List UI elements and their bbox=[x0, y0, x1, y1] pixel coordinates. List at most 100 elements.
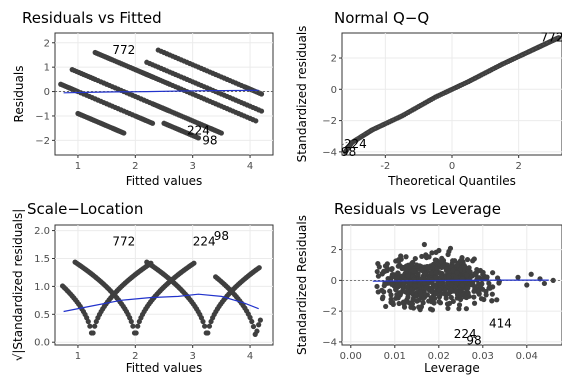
data-point bbox=[445, 305, 451, 311]
point-label: 772 bbox=[112, 43, 135, 57]
x-tick-labels: 1 2 3 4 bbox=[75, 351, 253, 362]
data-point bbox=[443, 295, 449, 301]
data-point bbox=[403, 263, 409, 269]
data-point bbox=[393, 287, 399, 293]
data-point bbox=[135, 323, 141, 329]
data-point bbox=[381, 289, 387, 295]
x-tick-label: 4 bbox=[247, 161, 253, 172]
point-label: 224 bbox=[454, 327, 477, 341]
data-point bbox=[414, 263, 420, 269]
data-point bbox=[470, 258, 476, 264]
data-point bbox=[489, 298, 495, 304]
data-point bbox=[471, 294, 477, 300]
data-point bbox=[465, 285, 471, 291]
data-point bbox=[432, 257, 438, 263]
y-axis-label: Standardized Residuals bbox=[295, 215, 309, 355]
data-point bbox=[376, 264, 382, 270]
data-point bbox=[133, 330, 139, 336]
data-point bbox=[494, 275, 501, 281]
data-point bbox=[433, 275, 439, 281]
data-point bbox=[409, 260, 415, 267]
y-tick-labels: 0.0 0.5 1.0 1.5 2.0 bbox=[34, 226, 50, 349]
data-point bbox=[463, 306, 469, 312]
point-label: 772 bbox=[112, 235, 135, 249]
y-tick-label: −1 bbox=[35, 111, 50, 122]
data-point bbox=[130, 323, 136, 329]
data-points bbox=[342, 35, 562, 155]
data-point bbox=[218, 130, 224, 136]
data-point bbox=[462, 294, 468, 300]
data-point bbox=[407, 280, 413, 286]
data-point bbox=[494, 297, 500, 303]
data-point bbox=[149, 120, 156, 126]
data-point bbox=[413, 293, 419, 299]
data-points bbox=[58, 47, 265, 141]
data-point bbox=[399, 265, 405, 272]
data-point bbox=[257, 317, 263, 323]
data-point bbox=[528, 271, 534, 277]
y-tick-label: 0.0 bbox=[34, 338, 50, 349]
data-point bbox=[375, 273, 382, 279]
x-tick-label: 0.03 bbox=[472, 351, 494, 362]
data-point bbox=[411, 268, 417, 274]
data-point bbox=[454, 262, 460, 268]
panel-title: Residuals vs Fitted bbox=[22, 9, 162, 27]
smooth-and-reference-lines bbox=[342, 279, 562, 282]
data-point bbox=[405, 273, 411, 279]
x-tick-label: 2 bbox=[515, 161, 521, 172]
data-point bbox=[419, 267, 425, 273]
data-point bbox=[256, 265, 262, 271]
data-point bbox=[556, 35, 562, 41]
data-point bbox=[464, 256, 471, 263]
data-point bbox=[396, 300, 402, 307]
data-point bbox=[394, 257, 401, 264]
x-tick-label: 3 bbox=[189, 161, 195, 172]
y-tick-label: 2 bbox=[331, 54, 337, 65]
data-point bbox=[421, 241, 427, 248]
point-label: 772 bbox=[541, 31, 562, 45]
data-point bbox=[416, 304, 422, 310]
data-point bbox=[388, 292, 394, 298]
y-tick-label: 2.0 bbox=[34, 226, 50, 237]
data-point bbox=[421, 280, 428, 286]
data-point bbox=[428, 270, 435, 276]
data-point bbox=[496, 280, 502, 286]
data-point bbox=[524, 282, 530, 288]
data-point bbox=[412, 283, 418, 289]
data-point bbox=[394, 292, 400, 298]
panel-title: Residuals vs Leverage bbox=[334, 200, 501, 218]
data-point bbox=[191, 260, 197, 266]
data-point bbox=[438, 280, 444, 286]
data-point bbox=[466, 265, 472, 271]
data-point bbox=[453, 288, 459, 295]
data-point bbox=[446, 300, 453, 307]
data-point bbox=[419, 253, 425, 260]
x-tick-labels: 1 2 3 4 bbox=[75, 161, 253, 172]
point-label: 98 bbox=[466, 333, 481, 347]
data-point bbox=[398, 290, 404, 296]
y-tick-label: −2 bbox=[322, 116, 337, 127]
x-tick-labels: -2 0 2 bbox=[380, 161, 522, 172]
data-point bbox=[454, 270, 460, 276]
x-tick-label: 2 bbox=[132, 351, 138, 362]
data-point bbox=[438, 264, 445, 271]
data-point bbox=[550, 277, 556, 283]
data-point bbox=[445, 251, 451, 258]
data-point bbox=[399, 273, 405, 279]
data-point bbox=[436, 287, 442, 293]
y-tick-label: 1 bbox=[44, 63, 50, 74]
data-point bbox=[249, 318, 255, 325]
smooth-and-reference-lines bbox=[55, 89, 273, 94]
data-point bbox=[436, 299, 442, 305]
data-point bbox=[247, 314, 253, 321]
x-tick-label: 0 bbox=[449, 161, 455, 172]
y-tick-labels: −2 −1 0 1 2 bbox=[35, 38, 50, 147]
data-point bbox=[456, 302, 463, 308]
data-point bbox=[432, 283, 438, 289]
x-tick-label: 0.02 bbox=[428, 351, 450, 362]
x-tick-label: 0.04 bbox=[516, 351, 538, 362]
data-point bbox=[202, 323, 208, 329]
